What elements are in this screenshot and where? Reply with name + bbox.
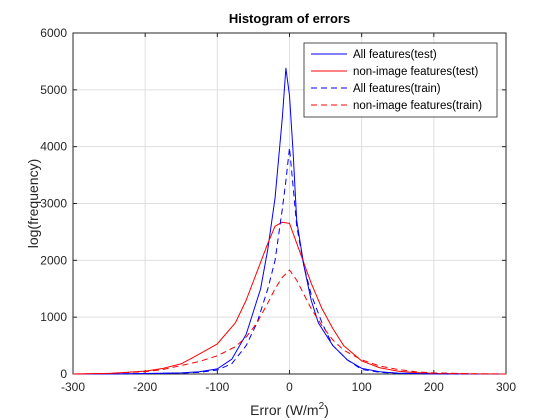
y-axis: 0 1000 2000 3000 4000 5000 6000 [40,26,506,381]
legend-label: All features(train) [353,83,441,95]
x-tick-label: -100 [205,380,229,394]
x-tick-label: -300 [61,380,85,394]
legend-label: non-image features(test) [353,66,478,78]
x-axis: -300 -200 -100 0 100 200 300 [61,33,516,394]
series-line-1 [72,67,507,375]
series-line-3 [72,147,507,375]
x-axis-label-end: ) [324,402,329,418]
y-axis-label: log(frequency) [25,159,41,249]
y-tick-label: 0 [60,367,67,381]
chart-title: Histogram of errors [229,11,350,26]
series-line-2 [72,221,507,375]
x-tick-label: 0 [286,380,293,394]
legend: All features(test) non-image features(tes… [303,42,498,118]
x-tick-label: -200 [133,380,157,394]
legend-label: All features(test) [353,49,437,61]
series-lines [72,67,507,375]
y-tick-label: 1000 [40,310,67,324]
y-tick-label: 3000 [40,197,67,211]
y-tick-label: 5000 [40,83,67,97]
x-tick-label: 100 [352,380,372,394]
y-tick-label: 4000 [40,140,67,154]
x-axis-label-superscript: 2 [319,401,325,412]
x-axis-label-main: Error (W/m [250,402,318,418]
x-tick-label: 300 [496,380,516,394]
series-line-4 [72,269,507,375]
y-tick-label: 2000 [40,253,67,267]
x-axis-label: Error (W/m2) [250,401,329,418]
x-tick-label: 200 [424,380,444,394]
y-tick-label: 6000 [40,26,67,40]
legend-label: non-image features(train) [353,100,482,112]
